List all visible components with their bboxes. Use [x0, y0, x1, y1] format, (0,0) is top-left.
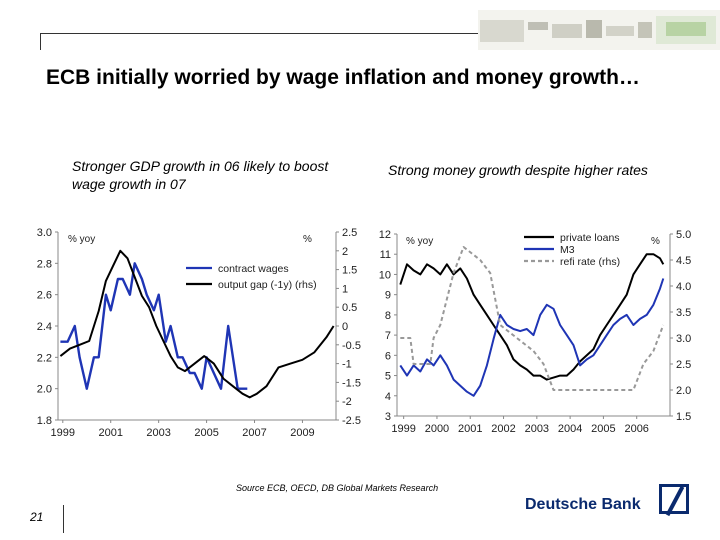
y-right-tick-label: 5.0	[676, 229, 691, 241]
y-right-tick-label: 0	[342, 321, 348, 333]
x-tick-label: 2006	[624, 423, 648, 435]
x-tick-label: 2003	[525, 423, 549, 435]
y-left-tick-label: 4	[385, 391, 391, 403]
left-axis-unit-label: % yoy	[68, 234, 95, 245]
frame-line-horizontal	[40, 33, 478, 34]
right-axis-unit-label: %	[303, 234, 312, 245]
page-number: 21	[30, 510, 44, 524]
x-tick-label: 2007	[242, 427, 266, 439]
y-right-tick-label: -1.5	[342, 377, 361, 389]
page-number-divider	[63, 505, 64, 533]
y-left-tick-label: 2.8	[37, 258, 52, 270]
y-right-tick-label: 1	[342, 283, 348, 295]
x-tick-label: 2001	[458, 423, 482, 435]
series-line-m3	[399, 278, 665, 397]
source-note: Source ECB, OECD, DB Global Markets Rese…	[236, 483, 439, 493]
y-left-tick-label: 2.0	[37, 384, 52, 396]
series-line-refi-rate-rhs-	[400, 246, 665, 391]
brand-name: Deutsche Bank	[525, 496, 641, 513]
y-right-tick-label: 4.5	[676, 255, 691, 267]
y-left-tick-label: 3.0	[37, 227, 52, 239]
y-left-tick-label: 9	[385, 290, 391, 302]
y-left-tick-label: 6	[385, 350, 391, 362]
y-left-tick-label: 10	[379, 269, 391, 281]
x-tick-label: 2003	[146, 427, 170, 439]
header-banner-image	[478, 10, 720, 50]
y-left-tick-label: 7	[385, 330, 391, 342]
y-right-tick-label: -2	[342, 396, 352, 408]
y-right-tick-label: 1.5	[342, 265, 357, 277]
y-right-tick-label: 3.5	[676, 307, 691, 319]
y-right-tick-label: 2.5	[342, 227, 357, 239]
left-axis-unit-label: % yoy	[406, 236, 433, 247]
y-left-tick-label: 2.6	[37, 290, 52, 302]
y-right-tick-label: 1.5	[676, 411, 691, 423]
y-left-tick-label: 2.2	[37, 352, 52, 364]
legend-label: output gap (-1y) (rhs)	[218, 279, 317, 291]
x-tick-label: 2005	[194, 427, 218, 439]
legend-label: M3	[560, 244, 575, 256]
y-right-tick-label: -1	[342, 359, 352, 371]
left-chart-subtitle: Stronger GDP growth in 06 likely to boos…	[72, 158, 329, 192]
y-left-tick-label: 8	[385, 310, 391, 322]
y-left-tick-label: 1.8	[37, 415, 52, 427]
x-tick-label: 2002	[491, 423, 515, 435]
x-tick-label: 2000	[425, 423, 449, 435]
y-left-tick-label: 3	[385, 411, 391, 423]
y-left-tick-label: 11	[380, 249, 391, 261]
y-right-tick-label: 4.0	[676, 281, 691, 293]
x-tick-label: 1999	[51, 427, 75, 439]
y-left-tick-label: 12	[379, 229, 391, 241]
y-left-tick-label: 2.4	[37, 321, 52, 333]
y-right-tick-label: 0.5	[342, 302, 357, 314]
deutsche-bank-logo	[659, 484, 689, 517]
y-right-tick-label: 2	[342, 246, 348, 258]
y-right-tick-label: 3.0	[676, 333, 691, 345]
x-tick-label: 2004	[558, 423, 582, 435]
slide-title: ECB initially worried by wage inflation …	[46, 66, 640, 89]
x-tick-label: 1999	[391, 423, 415, 435]
y-right-tick-label: -0.5	[342, 340, 361, 352]
legend-label: private loans	[560, 232, 620, 244]
y-left-tick-label: 5	[385, 371, 391, 383]
frame-line-vertical	[40, 33, 41, 50]
right-axis-unit-label: %	[651, 236, 660, 247]
series-line-output-gap-1y-rhs-	[59, 249, 335, 399]
y-right-tick-label: 2.5	[676, 359, 691, 371]
money-growth-chart: 12 11 10 9 8 7 6 5 4 3 5.0 4.5 4.0 3.5 3.0 2.5 2.0 1.5 199…	[368, 214, 698, 449]
x-tick-label: 2005	[591, 423, 615, 435]
y-right-tick-label: -2.5	[342, 415, 361, 427]
legend-label: contract wages	[218, 263, 289, 275]
right-chart-subtitle: Strong money growth despite higher rates	[388, 162, 648, 178]
y-right-tick-label: 2.0	[676, 385, 691, 397]
x-tick-label: 2009	[290, 427, 314, 439]
legend-label: refi rate (rhs)	[560, 256, 620, 268]
wage-growth-chart: 3.0 2.8 2.6 2.4 2.2 2.0 1.8 2.5 2 1.5 1 0.5 0 -0.5 -1 -…	[28, 214, 368, 449]
x-tick-label: 2001	[98, 427, 122, 439]
series-line-private-loans	[399, 253, 665, 381]
